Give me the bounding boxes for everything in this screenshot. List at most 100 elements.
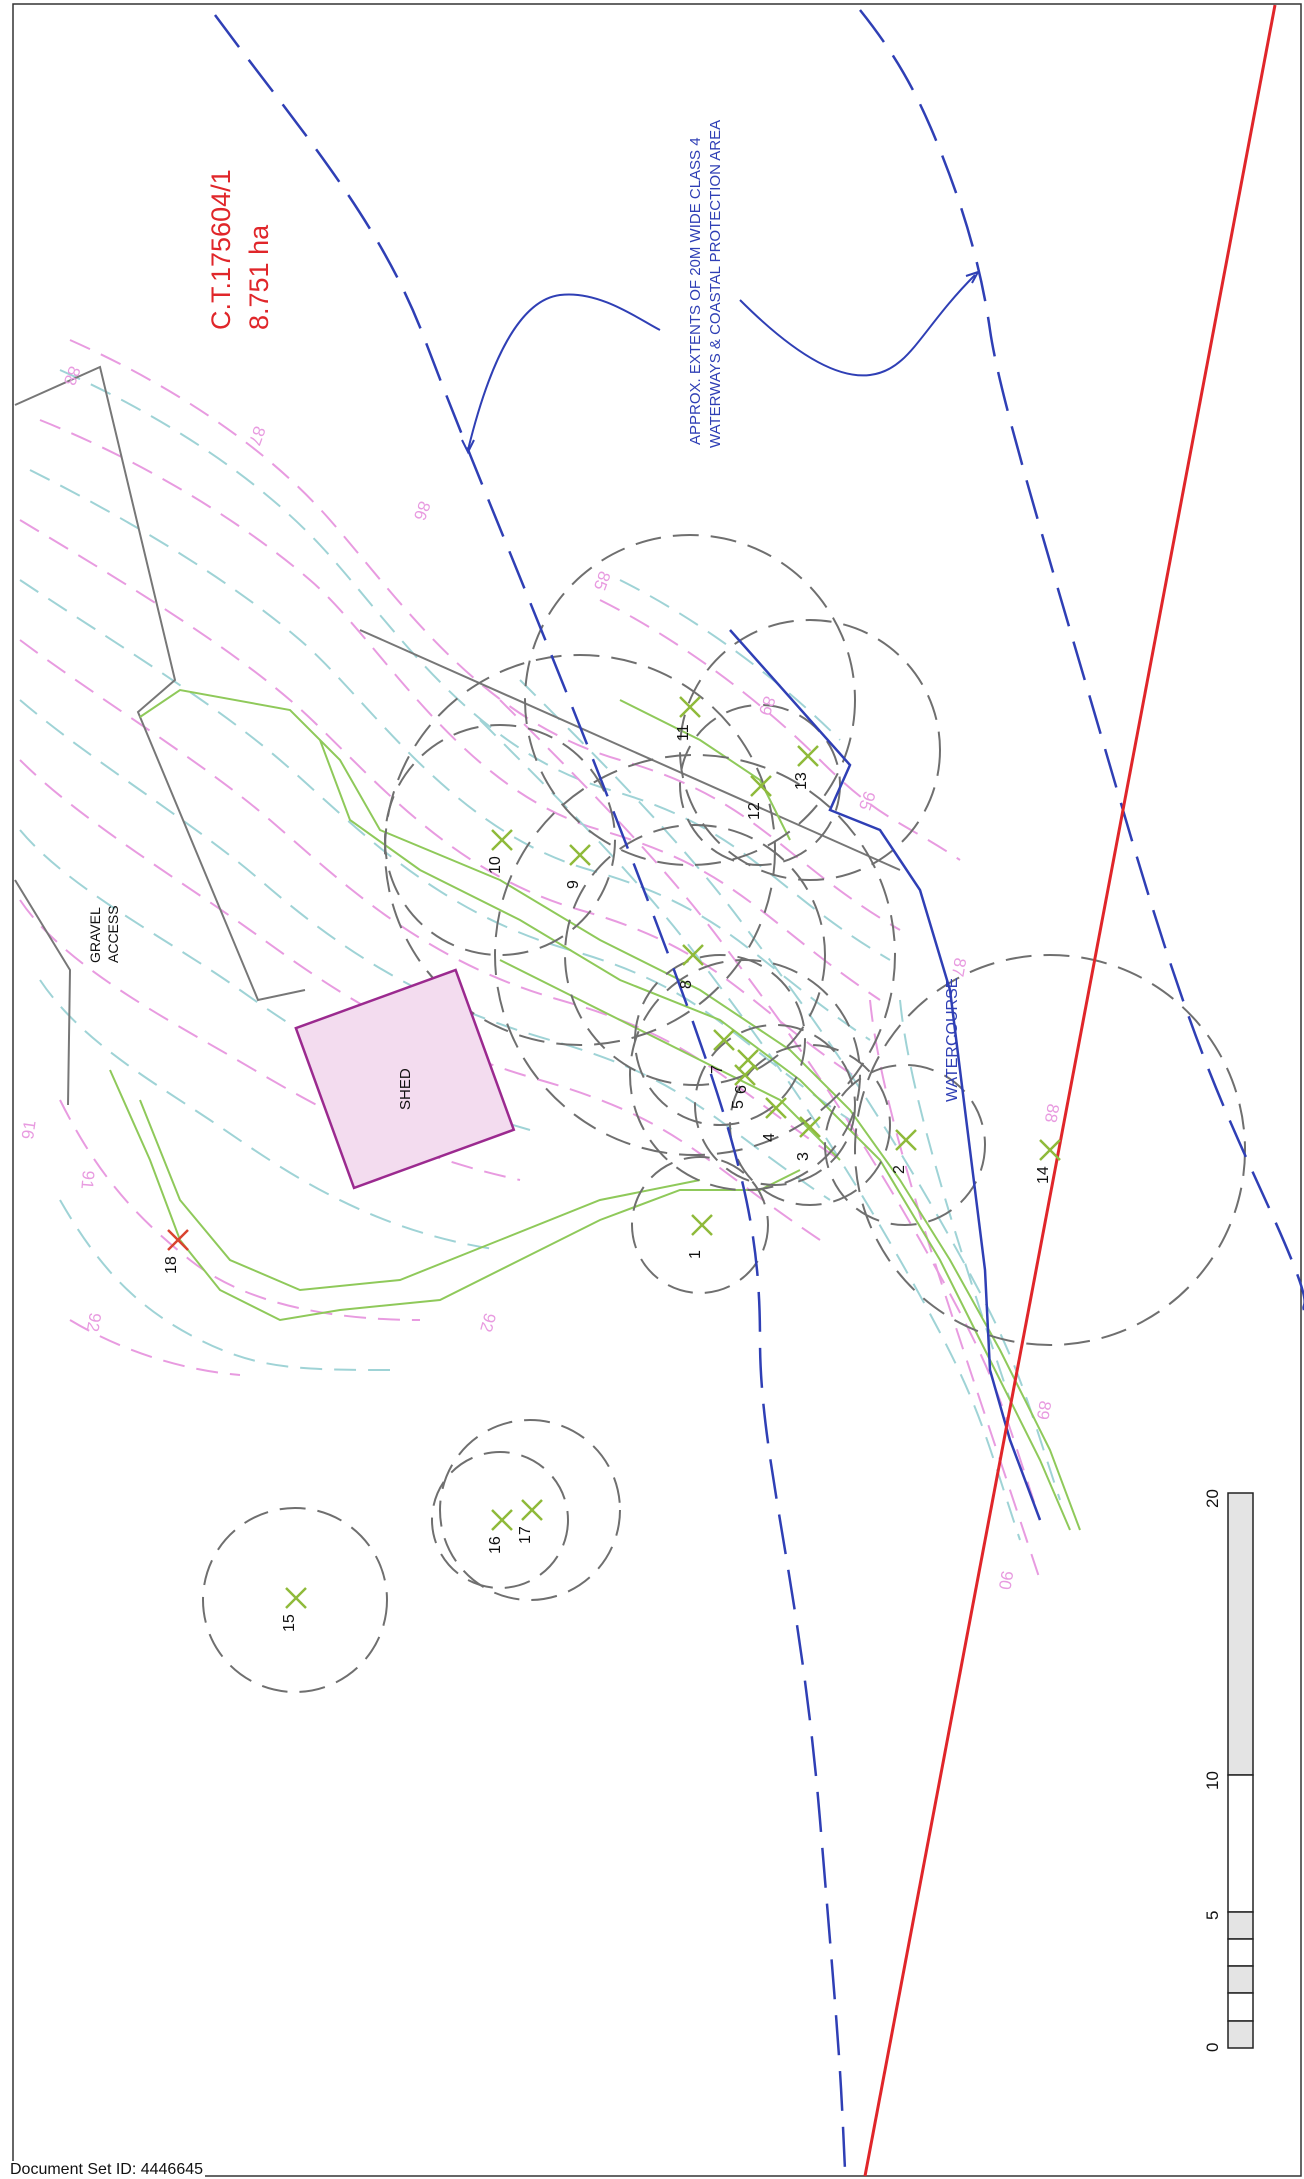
scale-bar-segment (1227, 1911, 1254, 1940)
area-label: 8.751 ha (244, 224, 274, 330)
protection-area-label-line2: WATERWAYS & COASTAL PROTECTION AREA (707, 120, 724, 448)
tree-number-label: 8 (678, 980, 695, 989)
tree-cross-mark (734, 1064, 756, 1086)
tree-cross-mark (679, 696, 701, 718)
tree-marker: 2 (891, 1129, 917, 1174)
tree-marker: 1 (687, 1214, 713, 1259)
tree-marker: 7 (709, 1029, 735, 1074)
tree-cross-mark (750, 775, 772, 797)
tree-marker-remove: 18 (163, 1229, 189, 1274)
shed-outline (294, 968, 516, 1190)
watercourse-label: WATERCOURSE (944, 978, 961, 1102)
tree-number-label: 3 (795, 1152, 812, 1161)
scale-label-20: 20 (1203, 1489, 1222, 1508)
scale-bar-segment (1227, 1938, 1254, 1967)
tree-marker: 12 (746, 775, 772, 820)
protection-width-indicator (461, 270, 981, 455)
tree-marker: 8 (678, 944, 704, 989)
shed-label: SHED (397, 1068, 414, 1110)
contour-label-group: 88 87 86 85 89 95 91 91 92 92 89 90 87 8… (18, 364, 1063, 1592)
tree-marker: 13 (793, 745, 819, 790)
tree-cross-mark (285, 1587, 307, 1609)
contour-label: 91 (18, 1119, 39, 1140)
tree-number-label: 17 (517, 1526, 534, 1544)
tree-marker: 3 (795, 1116, 821, 1161)
contour-label: 85 (590, 569, 614, 593)
document-set-id: Document Set ID: 4446645 (8, 2161, 206, 2179)
contour-label: 88 (1041, 1102, 1063, 1124)
gravel-access-label-line1: GRAVEL (87, 907, 103, 963)
contour-label: 92 (83, 1311, 105, 1333)
tree-number-label: 14 (1035, 1166, 1052, 1184)
scale-bar: 0 5 10 20 (1203, 1489, 1254, 2052)
tree-number-label: 13 (793, 772, 810, 790)
contour-label: 89 (1033, 1399, 1055, 1421)
tree-cross-mark (691, 1214, 713, 1236)
scale-bar-segment (1227, 1492, 1254, 1776)
tree-number-label: 12 (746, 802, 763, 820)
ct-reference-label: C.T.175604/1 (206, 169, 236, 330)
protection-area-label-line1: APPROX. EXTENTS OF 20M WIDE CLASS 4 (687, 137, 704, 445)
tree-marker: 15 (281, 1587, 307, 1632)
tree-number-label: 16 (487, 1536, 504, 1554)
contour-label: 86 (410, 499, 434, 523)
tree-cross-mark (682, 944, 704, 966)
tree-cross-mark (1039, 1139, 1061, 1161)
shed (294, 968, 516, 1190)
scale-bar-segment (1227, 1774, 1254, 1913)
tree-cross-mark (799, 1116, 821, 1138)
tree-number-label: 10 (487, 856, 504, 874)
tree-number-label: 1 (687, 1250, 704, 1259)
tree-number-label: 7 (709, 1065, 726, 1074)
tree-protection-zones (202, 534, 1246, 1693)
contour-label: 87 (948, 956, 970, 978)
contour-label: 92 (476, 1311, 499, 1334)
tree-marker: 9 (565, 844, 591, 889)
tree-number-label: 9 (565, 880, 582, 889)
contour-label: 89 (755, 694, 779, 718)
contour-label: 90 (995, 1569, 1017, 1591)
tree-cross-mark (895, 1129, 917, 1151)
tree-cross-mark (765, 1097, 787, 1119)
scale-label-5: 5 (1203, 1911, 1222, 1920)
protection-area-boundary (213, 9, 1304, 2171)
tree-number-label: 6 (733, 1085, 750, 1094)
tree-cross-mark (797, 745, 819, 767)
tree-cross-mark (167, 1229, 189, 1251)
gravel-access-label-line2: ACCESS (105, 905, 121, 963)
tree-number-label: 4 (761, 1133, 778, 1142)
tree-cross-mark (521, 1499, 543, 1521)
tree-cross-mark (569, 844, 591, 866)
scale-bar-segment (1227, 2020, 1254, 2049)
contour-label: 95 (855, 789, 879, 813)
sheet-border (12, 3, 1302, 2177)
tree-marker: 17 (517, 1499, 543, 1544)
tree-cross-mark (737, 1049, 759, 1071)
tree-marker: 16 (487, 1509, 513, 1554)
tree-cross-mark (713, 1029, 735, 1051)
tree-marker: 14 (1035, 1139, 1061, 1184)
gravel-access-lines (14, 365, 901, 1106)
property-boundary-line (863, 4, 1277, 2177)
vegetation-outlines (109, 688, 1081, 1531)
tree-marker: 11 (675, 696, 701, 741)
tree-marker: 4 (761, 1097, 787, 1142)
scale-label-0: 0 (1203, 2043, 1222, 2052)
tree-cross-mark (491, 829, 513, 851)
scale-label-10: 10 (1203, 1771, 1222, 1790)
tree-number-label: 11 (675, 724, 692, 741)
contour-label: 91 (77, 1170, 98, 1191)
scale-bar-segment (1227, 1992, 1254, 2022)
tree-number-label: 18 (163, 1256, 180, 1274)
tree-number-label: 2 (891, 1165, 908, 1174)
tree-number-label: 5 (730, 1100, 747, 1109)
watercourse-line (729, 629, 1042, 1521)
tree-number-label: 15 (281, 1614, 298, 1632)
tree-marker: 6 (733, 1049, 759, 1094)
tree-cross-mark (491, 1509, 513, 1531)
contour-lines (19, 339, 1061, 1581)
tree-marker: 10 (487, 829, 513, 874)
scale-bar-segment (1227, 1965, 1254, 1994)
